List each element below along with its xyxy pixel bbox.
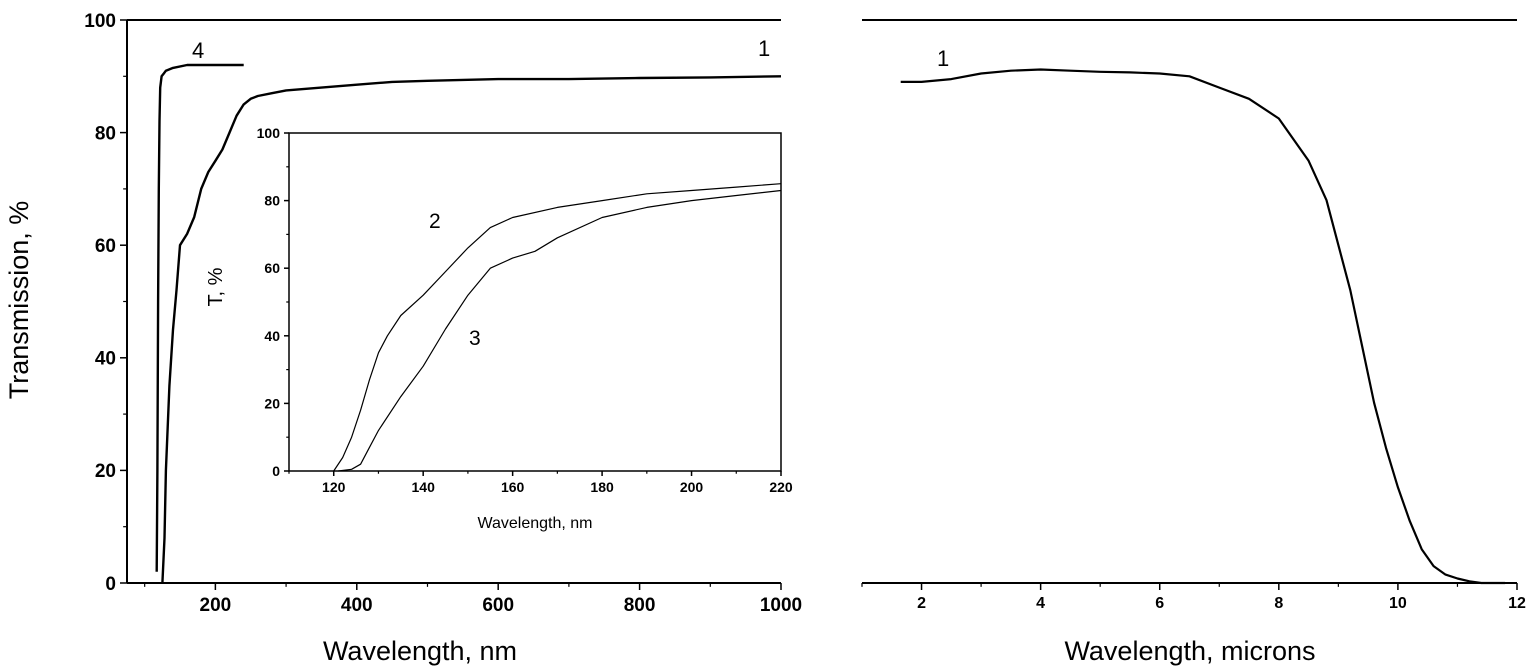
inset-ytick-label: 0 — [272, 463, 280, 479]
left-ytick-label: 100 — [84, 11, 116, 32]
left-plot-xlabel: Wavelength, nm — [323, 636, 517, 666]
right-plot-xlabel: Wavelength, microns — [1064, 636, 1315, 666]
right-xtick-label: 6 — [1155, 595, 1164, 612]
inset-plot-background — [288, 132, 782, 472]
left-curve-label-4: 4 — [192, 38, 204, 63]
inset-curve-label-2: 2 — [429, 210, 441, 233]
left-xtick-label: 200 — [200, 595, 232, 616]
left-xtick-label: 600 — [482, 595, 514, 616]
inset-xtick-label: 160 — [501, 479, 525, 495]
left-plot-ylabel: Transmission, % — [4, 201, 34, 400]
left-ytick-label: 60 — [95, 236, 116, 257]
inset-curve-3 — [338, 189, 782, 472]
left-curve-label-1: 1 — [758, 36, 770, 61]
left-ytick-label: 40 — [95, 349, 116, 370]
right-xtick-label: 12 — [1508, 595, 1526, 612]
left-xtick-label: 400 — [341, 595, 373, 616]
left-plot-xticks: 200 400 600 800 1000 — [144, 583, 802, 616]
inset-plot-curves — [333, 183, 782, 472]
inset-plot-xticks: 120 140 160 180 200 220 — [288, 471, 793, 495]
inset-ytick-label: 80 — [264, 193, 280, 209]
inset-xtick-label: 120 — [322, 479, 346, 495]
left-ytick-label: 20 — [95, 461, 116, 482]
inset-xtick-label: 180 — [590, 479, 614, 495]
right-curve-label-1: 1 — [937, 46, 949, 71]
inset-ytick-label: 60 — [264, 260, 280, 276]
inset-ytick-label: 20 — [264, 395, 280, 411]
left-plot-curves — [155, 63, 782, 584]
inset-curve-2 — [333, 183, 782, 472]
left-xtick-label: 1000 — [760, 595, 802, 616]
right-curve-1 — [900, 68, 1506, 585]
inset-xtick-label: 220 — [769, 479, 793, 495]
inset-curve-label-3: 3 — [469, 327, 481, 350]
right-xtick-label: 4 — [1036, 595, 1045, 612]
right-plot-panel: 2 4 6 8 10 12 Wavelength, microns 1 — [861, 19, 1526, 666]
left-curve-4 — [155, 63, 244, 572]
left-xtick-label: 800 — [624, 595, 656, 616]
inset-ytick-label: 40 — [264, 328, 280, 344]
left-plot-yticks: 0 20 40 60 80 100 — [84, 11, 127, 595]
inset-plot-panel: 120 140 160 180 200 220 0 20 40 60 80 100 Waveleng… — [205, 125, 793, 532]
inset-xtick-label: 200 — [680, 479, 704, 495]
inset-ytick-label: 100 — [257, 125, 281, 141]
right-xtick-label: 2 — [917, 595, 926, 612]
right-xtick-label: 8 — [1274, 595, 1283, 612]
inset-plot-yticks: 0 20 40 60 80 100 — [257, 125, 289, 479]
inset-plot-ylabel: T, % — [205, 267, 227, 306]
inset-xtick-label: 140 — [412, 479, 436, 495]
inset-plot-xlabel: Wavelength, nm — [477, 515, 592, 532]
right-plot-curves — [900, 68, 1506, 585]
left-ytick-label: 80 — [95, 123, 116, 144]
left-ytick-label: 0 — [105, 574, 116, 595]
right-xtick-label: 10 — [1389, 595, 1407, 612]
left-curve-1 — [161, 75, 782, 584]
right-plot-xticks: 2 4 6 8 10 12 — [861, 583, 1526, 612]
